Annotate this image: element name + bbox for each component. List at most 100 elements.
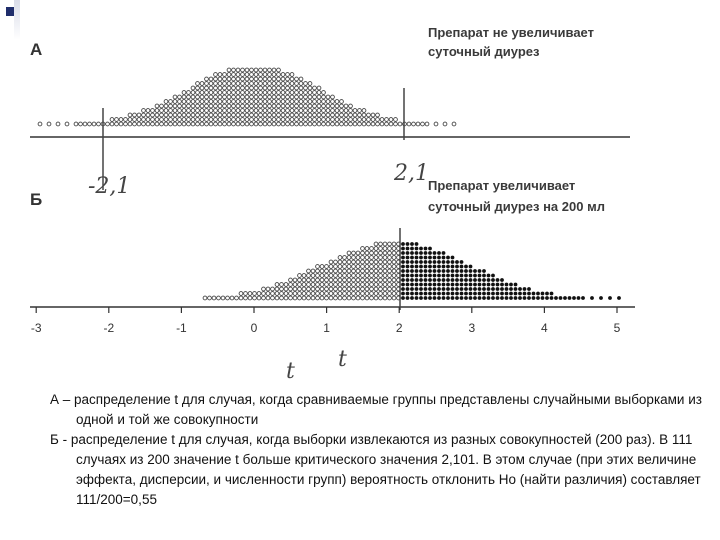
panel-a-dot — [114, 117, 119, 122]
panel-a-dot — [204, 85, 209, 91]
panel-a-dot — [258, 81, 263, 86]
panel-b-filled-dot — [468, 278, 473, 282]
panel-b-filled-dot — [437, 255, 441, 260]
panel-b-filled-dot — [401, 273, 405, 278]
panel-a-dot — [204, 94, 209, 100]
panel-a-dot — [325, 103, 331, 109]
panel-a-dot — [262, 121, 268, 127]
panel-b-filled-dot — [500, 296, 504, 300]
panel-b-open-dot — [238, 295, 244, 301]
panel-a-dot — [204, 76, 209, 82]
panel-b-open-dot — [378, 291, 383, 296]
panel-b-open-dot — [382, 255, 388, 260]
panel-a-dot — [159, 103, 164, 109]
panel-a-dot — [186, 117, 191, 122]
slide-decor-bar — [14, 0, 20, 40]
panel-b-open-dot — [315, 277, 320, 283]
panel-b-filled-dot — [500, 287, 504, 291]
panel-a-dot — [357, 112, 362, 118]
panel-a-dot — [204, 117, 209, 122]
panel-a-dot — [172, 112, 178, 118]
panel-a-dot — [208, 112, 214, 118]
panel-b-open-dot — [319, 295, 325, 301]
panel-b-filled-dot — [522, 287, 527, 291]
panel-a-dot — [415, 121, 421, 127]
panel-b-filled-dot — [464, 264, 468, 269]
panel-b-filled-dot — [558, 296, 563, 300]
panel-a-dot — [424, 121, 430, 127]
panel-a-dot — [325, 121, 331, 127]
panel-b-open-dot — [360, 259, 365, 265]
panel-b-filled-dot — [500, 278, 504, 282]
panel-a-dot — [298, 117, 304, 122]
panel-a-dot — [289, 108, 295, 113]
panel-b-filled-dot — [495, 278, 500, 282]
panel-a-dot — [195, 81, 200, 86]
panel-a-dot — [285, 94, 290, 100]
panel-a-dot — [163, 117, 169, 122]
panel-a-dot — [213, 72, 218, 77]
panel-b-filled-dot — [446, 273, 450, 278]
panel-b-open-dot — [364, 277, 370, 283]
panel-b-open-dot — [364, 264, 370, 269]
panel-a-dot — [195, 90, 200, 95]
panel-b-filled-dot — [401, 264, 405, 269]
panel-a-dot — [154, 121, 160, 127]
panel-a-dot — [249, 112, 254, 118]
panel-a-dot — [222, 117, 227, 122]
panel-b-open-dot — [333, 264, 338, 269]
figure-caption: А – распределение t для случая, когда ср… — [50, 390, 710, 510]
panel-a-dot — [316, 85, 322, 91]
panel-a-dot — [231, 99, 236, 104]
panel-b-open-dot — [274, 282, 280, 287]
panel-a-dot — [163, 108, 169, 113]
panel-a-dot — [190, 103, 196, 109]
panel-a-dot — [258, 94, 263, 100]
panel-a-dot — [262, 117, 268, 122]
panel-b-open-dot — [369, 273, 374, 278]
panel-a-dot — [217, 72, 223, 77]
panel-b-filled-dot — [450, 260, 455, 264]
panel-b-open-dot — [283, 282, 289, 287]
panel-a-dot — [222, 121, 227, 127]
panel-a-dot — [249, 108, 254, 113]
panel-b-filled-dot — [455, 282, 459, 287]
panel-a-dot — [186, 121, 191, 127]
panel-a-dot — [289, 117, 295, 122]
panel-a-dot — [267, 85, 272, 91]
panel-b-filled-dot — [441, 251, 446, 255]
panel-a-dot — [298, 108, 304, 113]
panel-b-open-dot — [301, 291, 307, 296]
panel-b-filled-dot — [527, 287, 531, 291]
panel-a-dot — [325, 112, 331, 118]
panel-b-filled-dot — [473, 282, 477, 287]
panel-a-dot — [240, 76, 245, 82]
panel-a-dot — [235, 85, 241, 91]
panel-b-open-dot — [387, 246, 392, 251]
panel-a-dot — [339, 121, 344, 127]
panel-a-dot — [312, 103, 317, 109]
panel-b-filled-dot — [401, 291, 405, 296]
panel-a-dot — [366, 121, 371, 127]
panel-a-dot — [384, 117, 389, 122]
panel-b-filled-dot — [518, 296, 522, 300]
panel-a-dot — [330, 112, 335, 118]
panel-b-open-dot — [306, 273, 311, 278]
panel-a-dot — [343, 103, 349, 109]
panel-b-open-dot — [252, 295, 257, 301]
panel-a-dot — [253, 112, 259, 118]
panel-a-dot — [64, 121, 70, 127]
panel-b-filled-dot — [428, 251, 432, 255]
panel-a-dot — [276, 112, 281, 118]
panel-a-dot — [159, 121, 164, 127]
panel-a-dot — [325, 117, 331, 122]
panel-a-dot — [217, 103, 223, 109]
panel-b-open-dot — [378, 246, 383, 251]
panel-b-open-dot — [297, 282, 302, 287]
panel-b-filled-dot — [491, 291, 495, 296]
axis-tick-label: -1 — [176, 321, 187, 335]
panel-b-open-dot — [274, 295, 280, 301]
panel-a-dot — [181, 94, 187, 100]
panel-b-filled-dot — [567, 296, 572, 300]
panel-b-open-dot — [364, 286, 370, 292]
